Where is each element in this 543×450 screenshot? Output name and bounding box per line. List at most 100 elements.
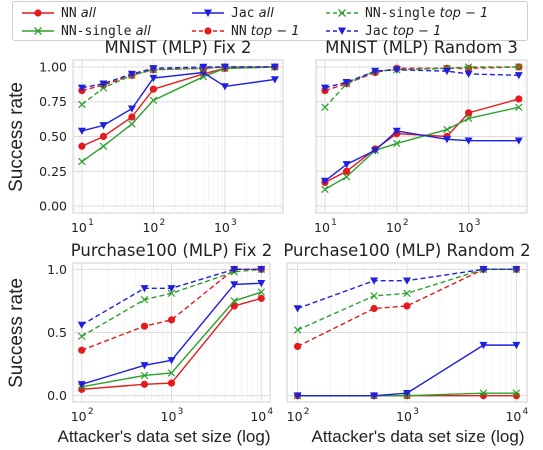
x-tick-exponent: 4 <box>523 407 529 417</box>
data-point <box>77 381 86 389</box>
x-tick-label: 10 <box>314 220 330 235</box>
data-point <box>403 389 411 398</box>
data-point <box>167 289 176 298</box>
x-tick-label: 10 <box>161 409 177 424</box>
y-axis-label-top: Success rate <box>6 82 27 192</box>
y-tick-label: 0.50 <box>39 129 67 144</box>
x-axis-label-right: Attacker's data set size (log) <box>312 427 525 446</box>
data-point <box>140 362 149 370</box>
data-point <box>127 105 136 113</box>
y-tick-label: 0.0 <box>47 388 67 403</box>
data-point <box>403 277 411 285</box>
subplot-title: Purchase100 (MLP) Random 2 <box>283 241 530 260</box>
x-tick-label: 10 <box>142 220 158 235</box>
data-point <box>321 103 329 112</box>
legend-sublabel: all <box>258 5 274 21</box>
x-tick-exponent: 3 <box>413 407 419 417</box>
data-point <box>464 137 473 145</box>
legend-label: NN-single <box>61 23 132 39</box>
series-line-nn_top1 <box>297 268 517 348</box>
data-point <box>140 285 149 293</box>
legend-sublabel: top − 1 <box>250 23 300 39</box>
data-point <box>149 85 158 93</box>
legend-swatch-nn-top1 <box>192 27 224 35</box>
y-tick-label: 1.00 <box>39 59 67 74</box>
data-point <box>78 346 86 354</box>
data-point <box>78 157 86 166</box>
legend-label: Jac <box>365 23 389 39</box>
subplot-title: MNIST (MLP) Fix 2 <box>104 38 251 57</box>
data-point <box>403 302 411 310</box>
data-point <box>78 142 86 150</box>
data-point <box>515 63 523 71</box>
data-point <box>465 109 473 117</box>
legend-label: Jac <box>231 5 255 21</box>
data-point <box>230 297 238 305</box>
subplot-title: MNIST (MLP) Random 3 <box>325 38 518 57</box>
x-tick-label: 10 <box>71 409 87 424</box>
data-point <box>77 84 86 92</box>
data-point <box>342 79 351 87</box>
x-tick-label: 10 <box>214 220 230 235</box>
legend-swatch-jac-all <box>192 9 224 17</box>
legend-swatch-jac-top1 <box>326 27 358 35</box>
data-point <box>342 173 351 181</box>
data-point <box>320 84 329 92</box>
data-point <box>514 137 523 145</box>
data-point <box>140 322 149 330</box>
data-point <box>77 332 86 341</box>
data-point <box>77 321 86 329</box>
data-point <box>512 389 521 397</box>
data-point <box>220 83 229 91</box>
x-tick-exponent: 1 <box>88 218 94 228</box>
legend-label: NN-single <box>365 5 436 21</box>
data-point <box>77 127 86 135</box>
legend-nns-all: NN-single all <box>21 22 151 40</box>
y-tick-label: 0.25 <box>39 164 67 179</box>
data-point <box>370 292 378 300</box>
data-point <box>464 70 473 78</box>
data-point <box>464 63 473 71</box>
data-point <box>371 67 380 76</box>
data-point <box>140 380 149 388</box>
data-point <box>320 177 329 186</box>
data-point <box>512 392 520 400</box>
data-point <box>167 357 176 365</box>
x-tick-exponent: 2 <box>160 218 166 228</box>
data-point <box>128 120 136 128</box>
y-axis-label-bottom: Success rate <box>6 278 27 388</box>
data-point <box>167 316 176 324</box>
data-point <box>370 392 379 400</box>
x-tick-exponent: 2 <box>304 407 310 417</box>
data-point <box>293 305 302 313</box>
data-point <box>293 392 302 400</box>
data-point <box>514 72 523 80</box>
legend-swatch-nn-all <box>22 9 54 17</box>
legend-nns-top1: NN-single top − 1 <box>325 4 488 22</box>
data-point <box>515 103 523 112</box>
y-tick-label: 0.5 <box>47 325 67 340</box>
data-point <box>257 294 265 302</box>
data-point <box>479 341 488 350</box>
data-point <box>230 266 239 274</box>
x-tick-label: 10 <box>505 409 521 424</box>
legend-nn-all: NN all <box>21 4 96 22</box>
legend-swatch-nns-all <box>22 27 54 35</box>
data-point <box>479 266 488 274</box>
y-tick-label: 0.75 <box>39 94 67 109</box>
x-tick-exponent: 3 <box>231 218 237 228</box>
legend-jac-all: Jac all <box>191 4 274 22</box>
data-point <box>128 113 136 121</box>
data-point <box>140 371 149 380</box>
data-point <box>149 65 158 73</box>
data-point <box>167 369 176 377</box>
data-point <box>442 67 451 76</box>
data-point <box>371 147 380 155</box>
x-tick-label: 10 <box>71 220 87 235</box>
data-point <box>512 341 521 350</box>
data-point <box>321 185 329 194</box>
data-point <box>443 125 451 134</box>
